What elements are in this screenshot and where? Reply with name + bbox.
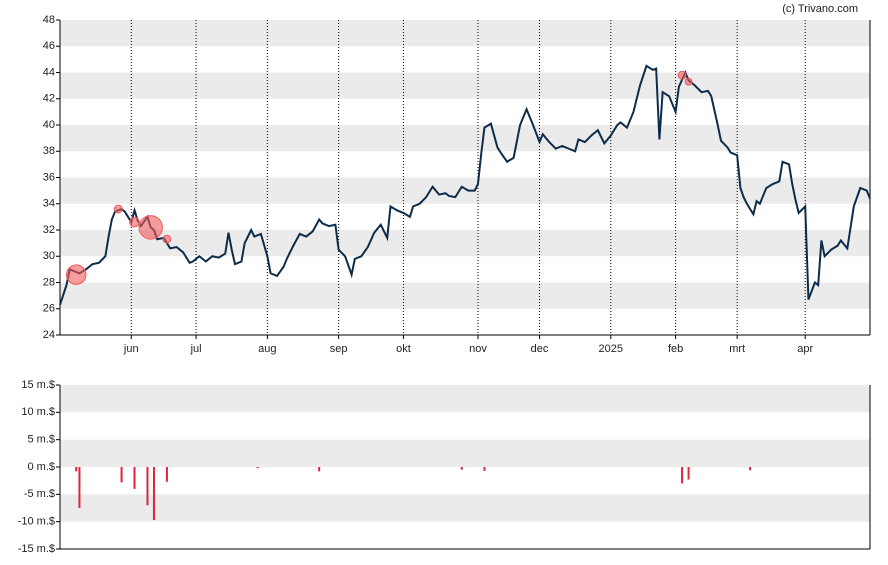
y-tick-label: 30 (43, 250, 55, 262)
x-tick-label: feb (668, 343, 683, 355)
band (60, 20, 870, 47)
y-tick-label: 48 (43, 14, 55, 26)
x-tick-label: mrt (729, 343, 745, 355)
bar (749, 467, 752, 471)
band (60, 439, 870, 467)
insider-marker (138, 215, 163, 240)
insider-marker (162, 234, 172, 244)
y-tick-label: 34 (43, 198, 55, 210)
y-tick-label: -10 m.$ (18, 516, 55, 528)
y-tick-label: 40 (43, 119, 55, 131)
y-tick-label: 44 (43, 66, 55, 78)
y-tick-label: -5 m.$ (24, 488, 55, 500)
y-tick-label: 32 (43, 224, 55, 236)
y-tick-label: 24 (43, 329, 55, 341)
band (60, 125, 870, 152)
bar (78, 467, 81, 508)
y-tick-label: 10 m.$ (21, 406, 55, 418)
price-line (59, 64, 871, 306)
x-tick-label: nov (469, 343, 487, 355)
y-tick-label: 26 (43, 303, 55, 315)
credit: (c) Trivano.com (782, 3, 858, 15)
x-tick-label: aug (258, 343, 276, 355)
band (60, 230, 870, 257)
x-tick-label: dec (531, 343, 549, 355)
x-tick-label: jun (123, 343, 139, 355)
y-tick-label: 5 m.$ (27, 434, 55, 446)
band (60, 72, 870, 99)
y-tick-label: 42 (43, 93, 55, 105)
bar (256, 467, 259, 469)
bar (318, 467, 321, 472)
insider-marker (113, 204, 123, 214)
insider-marker (684, 77, 693, 86)
y-tick-label: 28 (43, 276, 55, 288)
x-tick-label: apr (797, 343, 813, 355)
bar (165, 467, 168, 482)
band (60, 494, 870, 522)
y-tick-label: 38 (43, 145, 55, 157)
bar (687, 467, 690, 480)
y-tick-label: 0 m.$ (27, 461, 55, 473)
band (60, 385, 870, 413)
x-tick-label: 2025 (599, 343, 623, 355)
bar (681, 467, 684, 484)
bar (483, 467, 486, 471)
band (60, 282, 870, 309)
y-tick-label: 46 (43, 40, 55, 52)
x-tick-label: jul (190, 343, 202, 355)
band (60, 177, 870, 204)
insider-marker (65, 264, 87, 285)
insider-marker (677, 70, 687, 80)
bar (146, 467, 149, 506)
x-tick-label: okt (396, 343, 411, 355)
y-tick-label: 36 (43, 171, 55, 183)
bar (133, 467, 136, 489)
insider-marker (129, 216, 140, 228)
y-tick-label: 15 m.$ (21, 379, 55, 391)
bar (120, 467, 123, 483)
x-tick-label: sep (330, 343, 348, 355)
bar (460, 467, 463, 470)
y-tick-label: -15 m.$ (18, 543, 55, 555)
bar (152, 467, 155, 521)
bar (75, 467, 78, 472)
